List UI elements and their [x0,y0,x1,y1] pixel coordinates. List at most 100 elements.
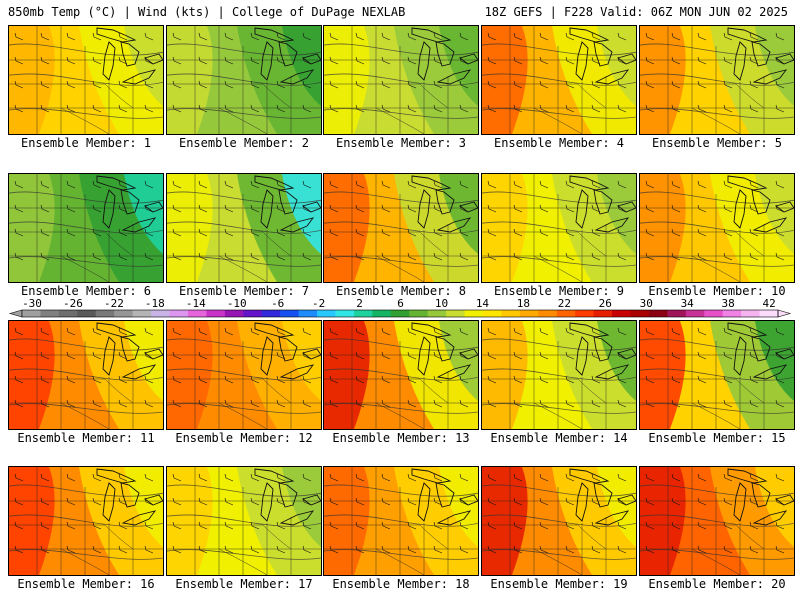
ensemble-panel: Ensemble Member: 10 [639,173,795,321]
temperature-map [8,25,164,135]
ensemble-panel: Ensemble Member: 19 [481,466,637,614]
ensemble-panel: Ensemble Member: 5 [639,25,795,173]
colorbar-tick-label: -30 [22,297,42,310]
colorbar-tick-label: 26 [599,297,612,310]
colorbar-swatch [704,310,724,317]
temperature-colorbar: -30 -26 -22 -18 -14 -10 -6 -2 2 6 10 14 18 22 26 30 34 38… [8,297,792,318]
panel-caption: Ensemble Member: 1 [20,136,152,150]
model-run-info: 18Z GEFS | F228 Valid: 06Z MON JUN 02 20… [484,5,788,19]
ensemble-panel: Ensemble Member: 13 [323,320,479,468]
map-graphic [640,467,794,575]
panel-caption: Ensemble Member: 4 [493,136,625,150]
map-graphic [9,26,163,134]
colorbar-tick-label: -18 [145,297,165,310]
colorbar-swatch [77,310,97,317]
panel-caption: Ensemble Member: 2 [178,136,310,150]
ensemble-panel: Ensemble Member: 7 [166,173,322,321]
colorbar-swatch [261,310,281,317]
colorbar-swatch [630,310,650,317]
map-graphic [324,174,478,282]
colorbar-swatch [280,310,300,317]
ensemble-panel: Ensemble Member: 16 [8,466,164,614]
colorbar-tick-label: 34 [681,297,695,310]
temperature-map [166,173,322,283]
ensemble-panel: Ensemble Member: 8 [323,173,479,321]
map-graphic [9,467,163,575]
panel-caption: Ensemble Member: 3 [335,136,467,150]
colorbar-swatch [132,310,152,317]
panel-caption: Ensemble Member: 17 [175,577,313,591]
map-graphic [9,321,163,429]
colorbar-swatch [114,310,134,317]
temperature-map [166,466,322,576]
colorbar-swatch [648,310,668,317]
panel-caption: Ensemble Member: 7 [178,284,310,298]
colorbar-swatch [427,310,447,317]
ensemble-panel: Ensemble Member: 1 [8,25,164,173]
temperature-map [323,466,479,576]
colorbar-swatch [519,310,539,317]
map-graphic [167,26,321,134]
colorbar-swatch [335,310,355,317]
temperature-map [323,320,479,430]
colorbar-tick-label: 2 [356,297,363,310]
temperature-map [166,25,322,135]
colorbar-tick-label: -2 [312,297,325,310]
colorbar-swatch [372,310,392,317]
map-graphic [482,321,636,429]
colorbar-swatch [722,310,742,317]
ensemble-panel: Ensemble Member: 2 [166,25,322,173]
panel-caption: Ensemble Member: 9 [493,284,625,298]
colorbar-arrow-low [8,309,23,318]
temperature-map [323,25,479,135]
ensemble-panel: Ensemble Member: 20 [639,466,795,614]
colorbar-swatch [390,310,410,317]
ensemble-panel: Ensemble Member: 15 [639,320,795,468]
ensemble-panel: Ensemble Member: 6 [8,173,164,321]
temperature-map [166,320,322,430]
temperature-map [639,320,795,430]
colorbar-tick-label: -14 [186,297,206,310]
colorbar-swatch [612,310,631,317]
colorbar-swatch [298,310,318,317]
colorbar-swatch [538,310,558,317]
panel-caption: Ensemble Member: 18 [332,577,470,591]
panel-caption: Ensemble Member: 20 [648,577,786,591]
temperature-map [8,320,164,430]
ensemble-panel: Ensemble Member: 4 [481,25,637,173]
ensemble-panel: Ensemble Member: 12 [166,320,322,468]
map-graphic [640,321,794,429]
ensemble-panel: Ensemble Member: 3 [323,25,479,173]
panel-caption: Ensemble Member: 16 [17,577,155,591]
colorbar-tick-label: -26 [63,297,83,310]
colorbar-swatch [501,310,521,317]
colorbar-tick-label: -10 [227,297,247,310]
panel-caption: Ensemble Member: 10 [648,284,786,298]
colorbar-tick-label: -22 [104,297,124,310]
colorbar-swatch [482,310,502,317]
map-graphic [482,26,636,134]
panel-caption: Ensemble Member: 5 [651,136,783,150]
panel-caption: Ensemble Member: 6 [20,284,152,298]
temperature-map [639,466,795,576]
colorbar-swatch [593,310,613,317]
map-graphic [482,467,636,575]
ensemble-panel: Ensemble Member: 11 [8,320,164,468]
colorbar-swatch [759,310,779,317]
colorbar-swatch [40,310,60,317]
map-graphic [482,174,636,282]
map-graphic [167,174,321,282]
colorbar-tick-label: 38 [722,297,735,310]
colorbar-tick-label: 42 [762,297,775,310]
colorbar-swatch [243,310,263,317]
colorbar-swatch [224,310,244,317]
colorbar-tick-label: 6 [397,297,404,310]
map-graphic [640,174,794,282]
panel-caption: Ensemble Member: 19 [490,577,628,591]
colorbar-swatch [206,310,226,317]
panel-caption: Ensemble Member: 13 [332,431,470,445]
map-graphic [167,467,321,575]
temperature-map [481,25,637,135]
chart-title: 850mb Temp (°C) | Wind (kts) | College o… [8,5,406,19]
colorbar-tick-label: 22 [558,297,571,310]
